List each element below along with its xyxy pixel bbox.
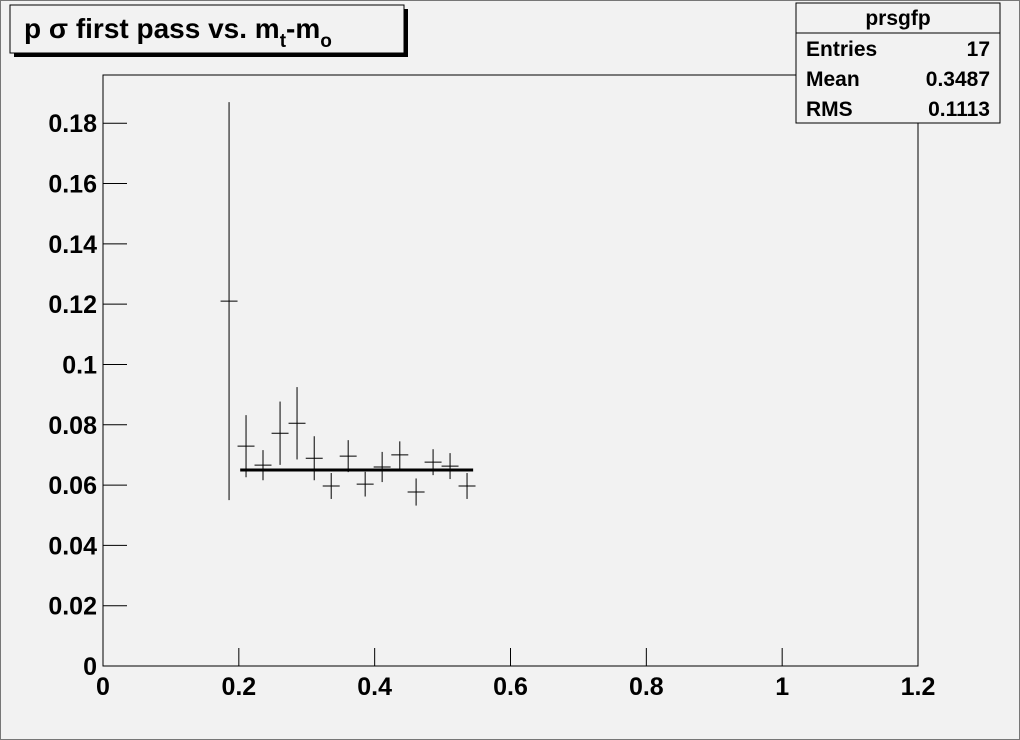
y-tick-label: 0.16: [48, 171, 97, 199]
stats-box: [795, 2, 1001, 124]
y-tick-label: 0: [83, 653, 97, 681]
title-box: [9, 4, 405, 54]
x-tick-label: 0.2: [221, 673, 256, 701]
title-sub: o: [320, 31, 332, 52]
y-tick-label: 0.18: [48, 110, 97, 138]
y-tick-label: 0.08: [48, 412, 97, 440]
stats-value: 0.1113: [928, 98, 990, 121]
stats-value: 0.3487: [926, 68, 990, 91]
stats-label: Entries: [806, 38, 877, 61]
title-part: p σ first pass vs. m: [24, 13, 280, 44]
title-part: -m: [286, 13, 320, 44]
x-tick-label: 0.6: [493, 673, 528, 701]
stats-label: Mean: [806, 68, 860, 91]
y-tick-label: 0.12: [48, 291, 97, 319]
stats-label: RMS: [806, 98, 853, 121]
stats-value: 17: [967, 38, 990, 61]
y-tick-label: 0.04: [48, 532, 97, 560]
stats-name: prsgfp: [865, 7, 930, 30]
y-tick-label: 0.14: [48, 231, 97, 259]
x-tick-label: 0.8: [629, 673, 664, 701]
y-tick-label: 0.02: [48, 593, 97, 621]
title-sub: t: [280, 31, 287, 52]
x-tick-label: 1.2: [901, 673, 936, 701]
y-tick-label: 0.1: [62, 351, 97, 379]
chart-title: p σ first pass vs. mt-mo: [24, 13, 332, 52]
y-tick-label: 0.06: [48, 472, 97, 500]
x-tick-label: 0.4: [357, 673, 392, 701]
x-tick-label: 1: [775, 673, 789, 701]
x-tick-label: 0: [96, 673, 110, 701]
